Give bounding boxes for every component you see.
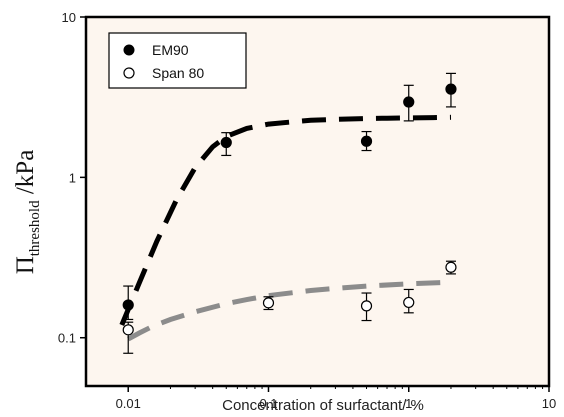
plot-frame [84,15,551,388]
point-s1-p2 [360,300,373,312]
y-axis-title-symbol: Π [12,256,39,274]
legend-marker-em90 [123,44,135,56]
y-tick-label-1: 1 [69,170,76,185]
point-s1-p0 [122,324,134,336]
x-tick-label-1: 0.1 [259,396,277,411]
y-axis-title: Πthreshold /kPa [12,150,43,275]
x-tick-label-2: 1 [405,396,412,411]
y-axis-title-subscript: threshold [27,200,43,256]
point-s1-p4 [445,261,457,273]
point-s1-p3 [403,296,415,309]
svg-text:Πthreshold /kPa: Πthreshold /kPa [12,150,43,275]
fit-curve-0 [119,114,452,326]
legend-marker-span80 [123,67,135,79]
x-tick-label-3: 10 [542,396,556,411]
point-s0-p2 [360,135,373,147]
axis-ticks: 0.01 0.1 1 10 0.1 1 10 [58,10,556,411]
point-s1-p1 [262,297,275,309]
legend-label-em90: EM90 [152,42,189,58]
y-tick-label-0: 0.1 [58,331,76,346]
legend: EM90 Span 80 [108,32,247,89]
point-s0-p0 [122,299,134,311]
point-s0-p3 [403,96,415,108]
y-tick-label-2: 10 [62,10,76,25]
fit-curve-1 [126,279,452,342]
point-s0-p1 [220,136,232,149]
data-points [122,72,457,354]
x-axis-title: Concentration of surfactant/ % [222,397,424,414]
legend-box [108,32,247,89]
y-axis-title-unit: /kPa [12,150,39,201]
point-s0-p4 [445,83,457,95]
fit-curves [119,114,452,342]
legend-label-span80: Span 80 [152,65,204,81]
x-tick-label-0: 0.01 [116,396,141,411]
